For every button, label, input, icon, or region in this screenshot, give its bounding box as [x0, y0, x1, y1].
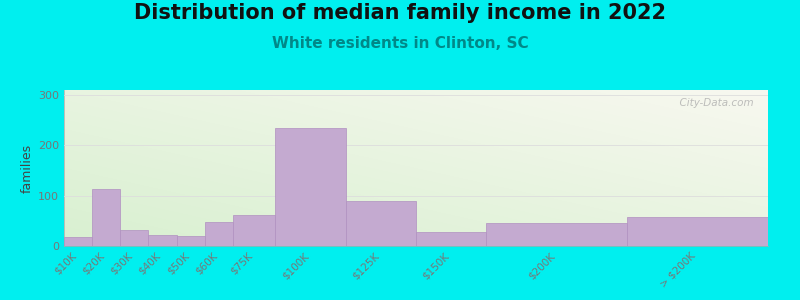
Text: White residents in Clinton, SC: White residents in Clinton, SC	[272, 36, 528, 51]
Bar	[64, 237, 92, 246]
Bar	[149, 235, 177, 246]
Bar	[120, 230, 149, 246]
Bar	[92, 189, 120, 246]
Bar	[233, 215, 275, 246]
Text: City-Data.com: City-Data.com	[674, 98, 754, 108]
Bar	[346, 201, 416, 246]
Bar	[486, 224, 627, 246]
Bar	[177, 236, 205, 246]
Bar	[416, 232, 486, 246]
Bar	[205, 222, 233, 246]
Y-axis label: families: families	[21, 143, 34, 193]
Text: Distribution of median family income in 2022: Distribution of median family income in …	[134, 3, 666, 23]
Bar	[627, 217, 768, 246]
Bar	[275, 128, 346, 246]
